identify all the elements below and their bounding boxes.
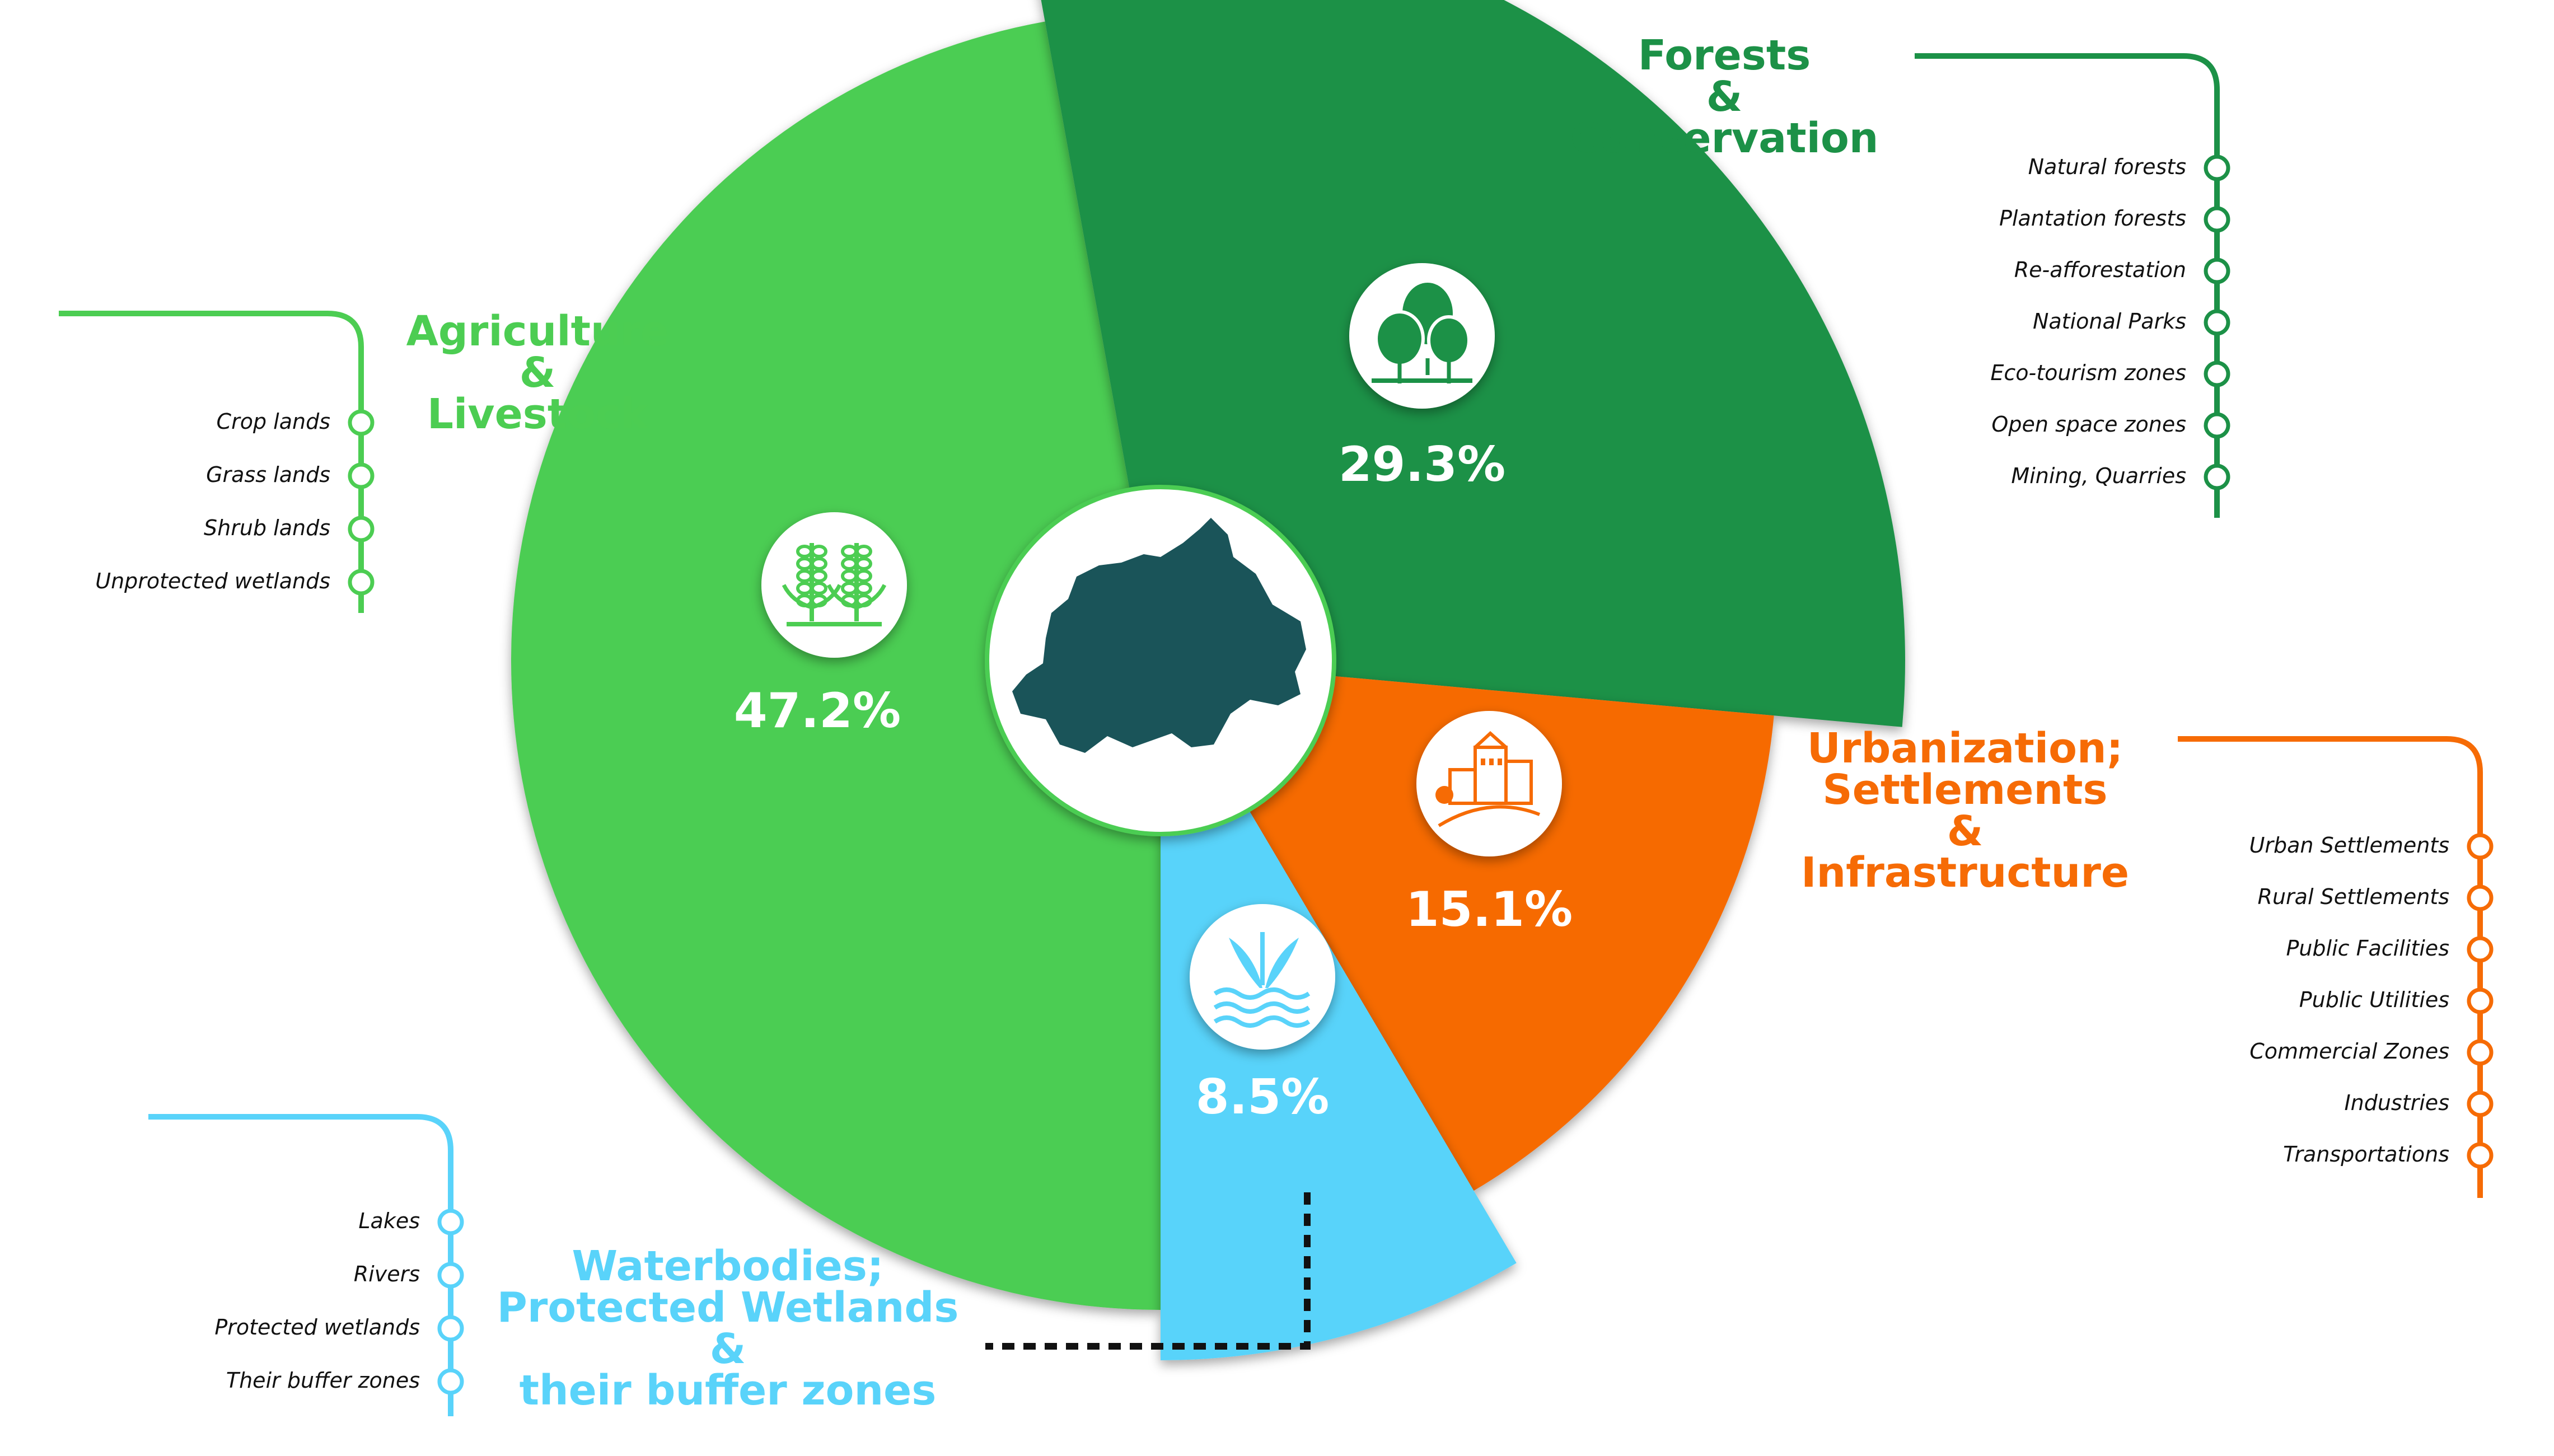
item-label-agriculture: Unprotected wetlands bbox=[95, 569, 330, 593]
item-marker-forests bbox=[2204, 309, 2230, 336]
item-marker-urbanization bbox=[2467, 884, 2494, 911]
category-title-line: Infrastructure bbox=[1800, 849, 2130, 897]
item-marker-urbanization bbox=[2467, 1039, 2494, 1066]
item-label-waterbodies: Protected wetlands bbox=[214, 1315, 420, 1340]
item-label-waterbodies: Rivers bbox=[353, 1262, 420, 1286]
item-label-agriculture: Crop lands bbox=[216, 409, 330, 434]
item-label-forests: Eco-tourism zones bbox=[1990, 361, 2186, 385]
item-label-urbanization: Public Facilities bbox=[2286, 936, 2449, 961]
category-title-line: Livestock bbox=[427, 390, 648, 438]
item-label-agriculture: Shrub lands bbox=[204, 516, 330, 540]
item-label-forests: Open space zones bbox=[1991, 412, 2186, 437]
item-marker-forests bbox=[2204, 412, 2230, 439]
item-marker-forests bbox=[2204, 464, 2230, 490]
category-title-forests: Forests & Conservation bbox=[1528, 35, 1920, 159]
item-marker-waterbodies bbox=[437, 1315, 464, 1342]
item-marker-forests bbox=[2204, 155, 2230, 181]
category-title-line: Agriculture bbox=[406, 307, 669, 355]
category-title-line: Forests bbox=[1638, 31, 1811, 79]
item-marker-forests bbox=[2204, 206, 2230, 233]
item-label-agriculture: Grass lands bbox=[206, 462, 330, 487]
percent-label-agriculture: 47.2% bbox=[733, 683, 901, 739]
item-label-forests: National Parks bbox=[2032, 309, 2186, 334]
category-title-line: & bbox=[519, 349, 556, 397]
item-label-forests: Natural forests bbox=[2028, 155, 2186, 179]
wetland-plants-water-icon bbox=[1190, 904, 1335, 1050]
item-marker-waterbodies bbox=[437, 1368, 464, 1395]
item-marker-urbanization bbox=[2467, 987, 2494, 1014]
category-title-agriculture: Agriculture & Livestock bbox=[369, 311, 705, 435]
item-label-urbanization: Industries bbox=[2344, 1090, 2449, 1115]
category-title-waterbodies: Waterbodies; Protected Wetlands & their buf… bbox=[476, 1246, 980, 1411]
slice-waterbodies bbox=[1161, 661, 1517, 1360]
category-title-urbanization: Urbanization; Settlements & Infrastructure bbox=[1769, 728, 2161, 893]
item-marker-agriculture bbox=[348, 516, 375, 542]
item-label-forests: Plantation forests bbox=[1999, 206, 2186, 231]
category-title-line: Protected Wetlands bbox=[497, 1284, 959, 1332]
item-marker-urbanization bbox=[2467, 833, 2494, 860]
item-marker-agriculture bbox=[348, 409, 375, 436]
item-label-urbanization: Public Utilities bbox=[2299, 987, 2449, 1012]
item-label-forests: Re-afforestation bbox=[2014, 258, 2186, 282]
category-title-line: Urbanization; bbox=[1807, 724, 2123, 773]
category-title-line: & bbox=[709, 1325, 746, 1373]
forest-trees-icon bbox=[1349, 263, 1495, 409]
item-marker-agriculture bbox=[348, 569, 375, 596]
item-label-urbanization: Urban Settlements bbox=[2249, 833, 2449, 858]
item-marker-urbanization bbox=[2467, 1142, 2494, 1169]
category-title-line: Waterbodies; bbox=[572, 1242, 884, 1290]
rwanda-map-icon bbox=[985, 485, 1336, 836]
category-title-line: & bbox=[1706, 73, 1743, 121]
item-marker-waterbodies bbox=[437, 1209, 464, 1235]
item-label-forests: Mining, Quarries bbox=[2011, 464, 2186, 488]
waterbodies-leader-line bbox=[985, 1192, 1311, 1350]
slice-agriculture bbox=[511, 21, 1161, 1310]
item-label-urbanization: Rural Settlements bbox=[2257, 884, 2449, 909]
percent-label-forests: 29.3% bbox=[1338, 437, 1506, 493]
category-title-line: & bbox=[1947, 807, 1984, 855]
item-label-urbanization: Transportations bbox=[2283, 1142, 2449, 1167]
item-marker-urbanization bbox=[2467, 936, 2494, 963]
item-label-urbanization: Commercial Zones bbox=[2249, 1039, 2449, 1064]
item-marker-waterbodies bbox=[437, 1262, 464, 1289]
town-buildings-icon bbox=[1416, 711, 1562, 856]
item-marker-agriculture bbox=[348, 462, 375, 489]
bracket-waterbodies bbox=[148, 1114, 464, 1416]
item-label-waterbodies: Their buffer zones bbox=[226, 1368, 420, 1393]
category-title-line: Conservation bbox=[1570, 114, 1879, 162]
maize-crops-icon bbox=[761, 512, 907, 658]
item-marker-forests bbox=[2204, 361, 2230, 387]
item-label-waterbodies: Lakes bbox=[358, 1209, 420, 1233]
category-title-line: Settlements bbox=[1822, 766, 2108, 814]
slice-urbanization bbox=[1161, 661, 1774, 1191]
percent-label-waterbodies: 8.5% bbox=[1195, 1069, 1330, 1125]
percent-label-urbanization: 15.1% bbox=[1405, 882, 1573, 938]
item-marker-urbanization bbox=[2467, 1090, 2494, 1117]
item-marker-forests bbox=[2204, 258, 2230, 284]
bracket-forests bbox=[1915, 53, 2230, 518]
category-title-line: their buffer zones bbox=[519, 1366, 937, 1415]
bracket-urbanization bbox=[2178, 736, 2494, 1198]
bracket-agriculture bbox=[59, 311, 375, 613]
